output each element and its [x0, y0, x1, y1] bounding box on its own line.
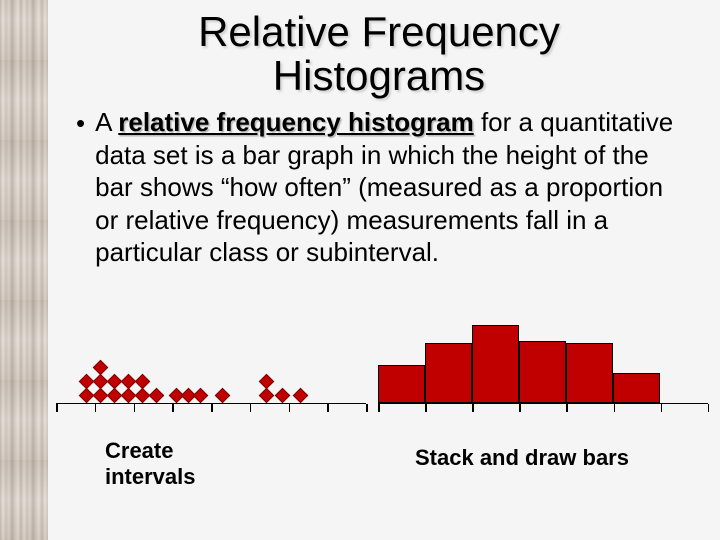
histogram-bar	[425, 343, 472, 403]
dot-marker	[92, 359, 108, 375]
dotplot-tick	[56, 404, 58, 412]
title-line-1: Relative Frequency	[198, 8, 560, 55]
dotplot-tick	[134, 404, 136, 412]
dotplot-tick	[250, 404, 252, 412]
histogram-bar	[519, 341, 566, 403]
dotplot-tick	[327, 404, 329, 412]
dotplot-tick	[366, 404, 368, 412]
histogram-tick	[425, 404, 427, 412]
dot-marker	[274, 387, 290, 403]
histogram-bar	[378, 365, 425, 403]
dotplot-tick	[289, 404, 291, 412]
histogram-axis	[378, 403, 708, 405]
dotplot-tick	[95, 404, 97, 412]
body-bullet: • A relative frequency histogram for a q…	[68, 106, 690, 269]
dot-marker	[214, 387, 230, 403]
histogram-bar	[472, 325, 519, 403]
body-prefix: A	[95, 107, 118, 137]
histogram-tick	[472, 404, 474, 412]
histogram-bar	[613, 373, 660, 403]
diagrams-area	[48, 332, 720, 532]
dotplot-tick	[211, 404, 213, 412]
histogram-tick	[566, 404, 568, 412]
dot-marker	[192, 387, 208, 403]
body-term: relative frequency histogram	[118, 107, 473, 137]
histogram-bar	[566, 343, 613, 403]
dot-marker	[258, 373, 274, 389]
histogram-tick	[614, 404, 616, 412]
dotplot-tick	[172, 404, 174, 412]
histogram-tick	[378, 404, 380, 412]
caption-create-intervals: Create intervals	[105, 438, 225, 491]
histogram-tick	[519, 404, 521, 412]
body-text: A relative frequency histogram for a qua…	[95, 106, 682, 269]
histogram-tick	[708, 404, 710, 412]
dot-marker	[134, 373, 150, 389]
bullet-marker: •	[76, 108, 85, 139]
slide-title: Relative Frequency Histograms	[68, 10, 690, 98]
dot-marker	[292, 387, 308, 403]
histogram	[378, 297, 708, 422]
dot-marker	[148, 387, 164, 403]
histogram-tick	[661, 404, 663, 412]
caption-stack-draw: Stack and draw bars	[415, 445, 675, 471]
dotplot	[56, 332, 366, 422]
title-line-2: Histograms	[273, 52, 485, 99]
side-texture	[0, 0, 48, 540]
